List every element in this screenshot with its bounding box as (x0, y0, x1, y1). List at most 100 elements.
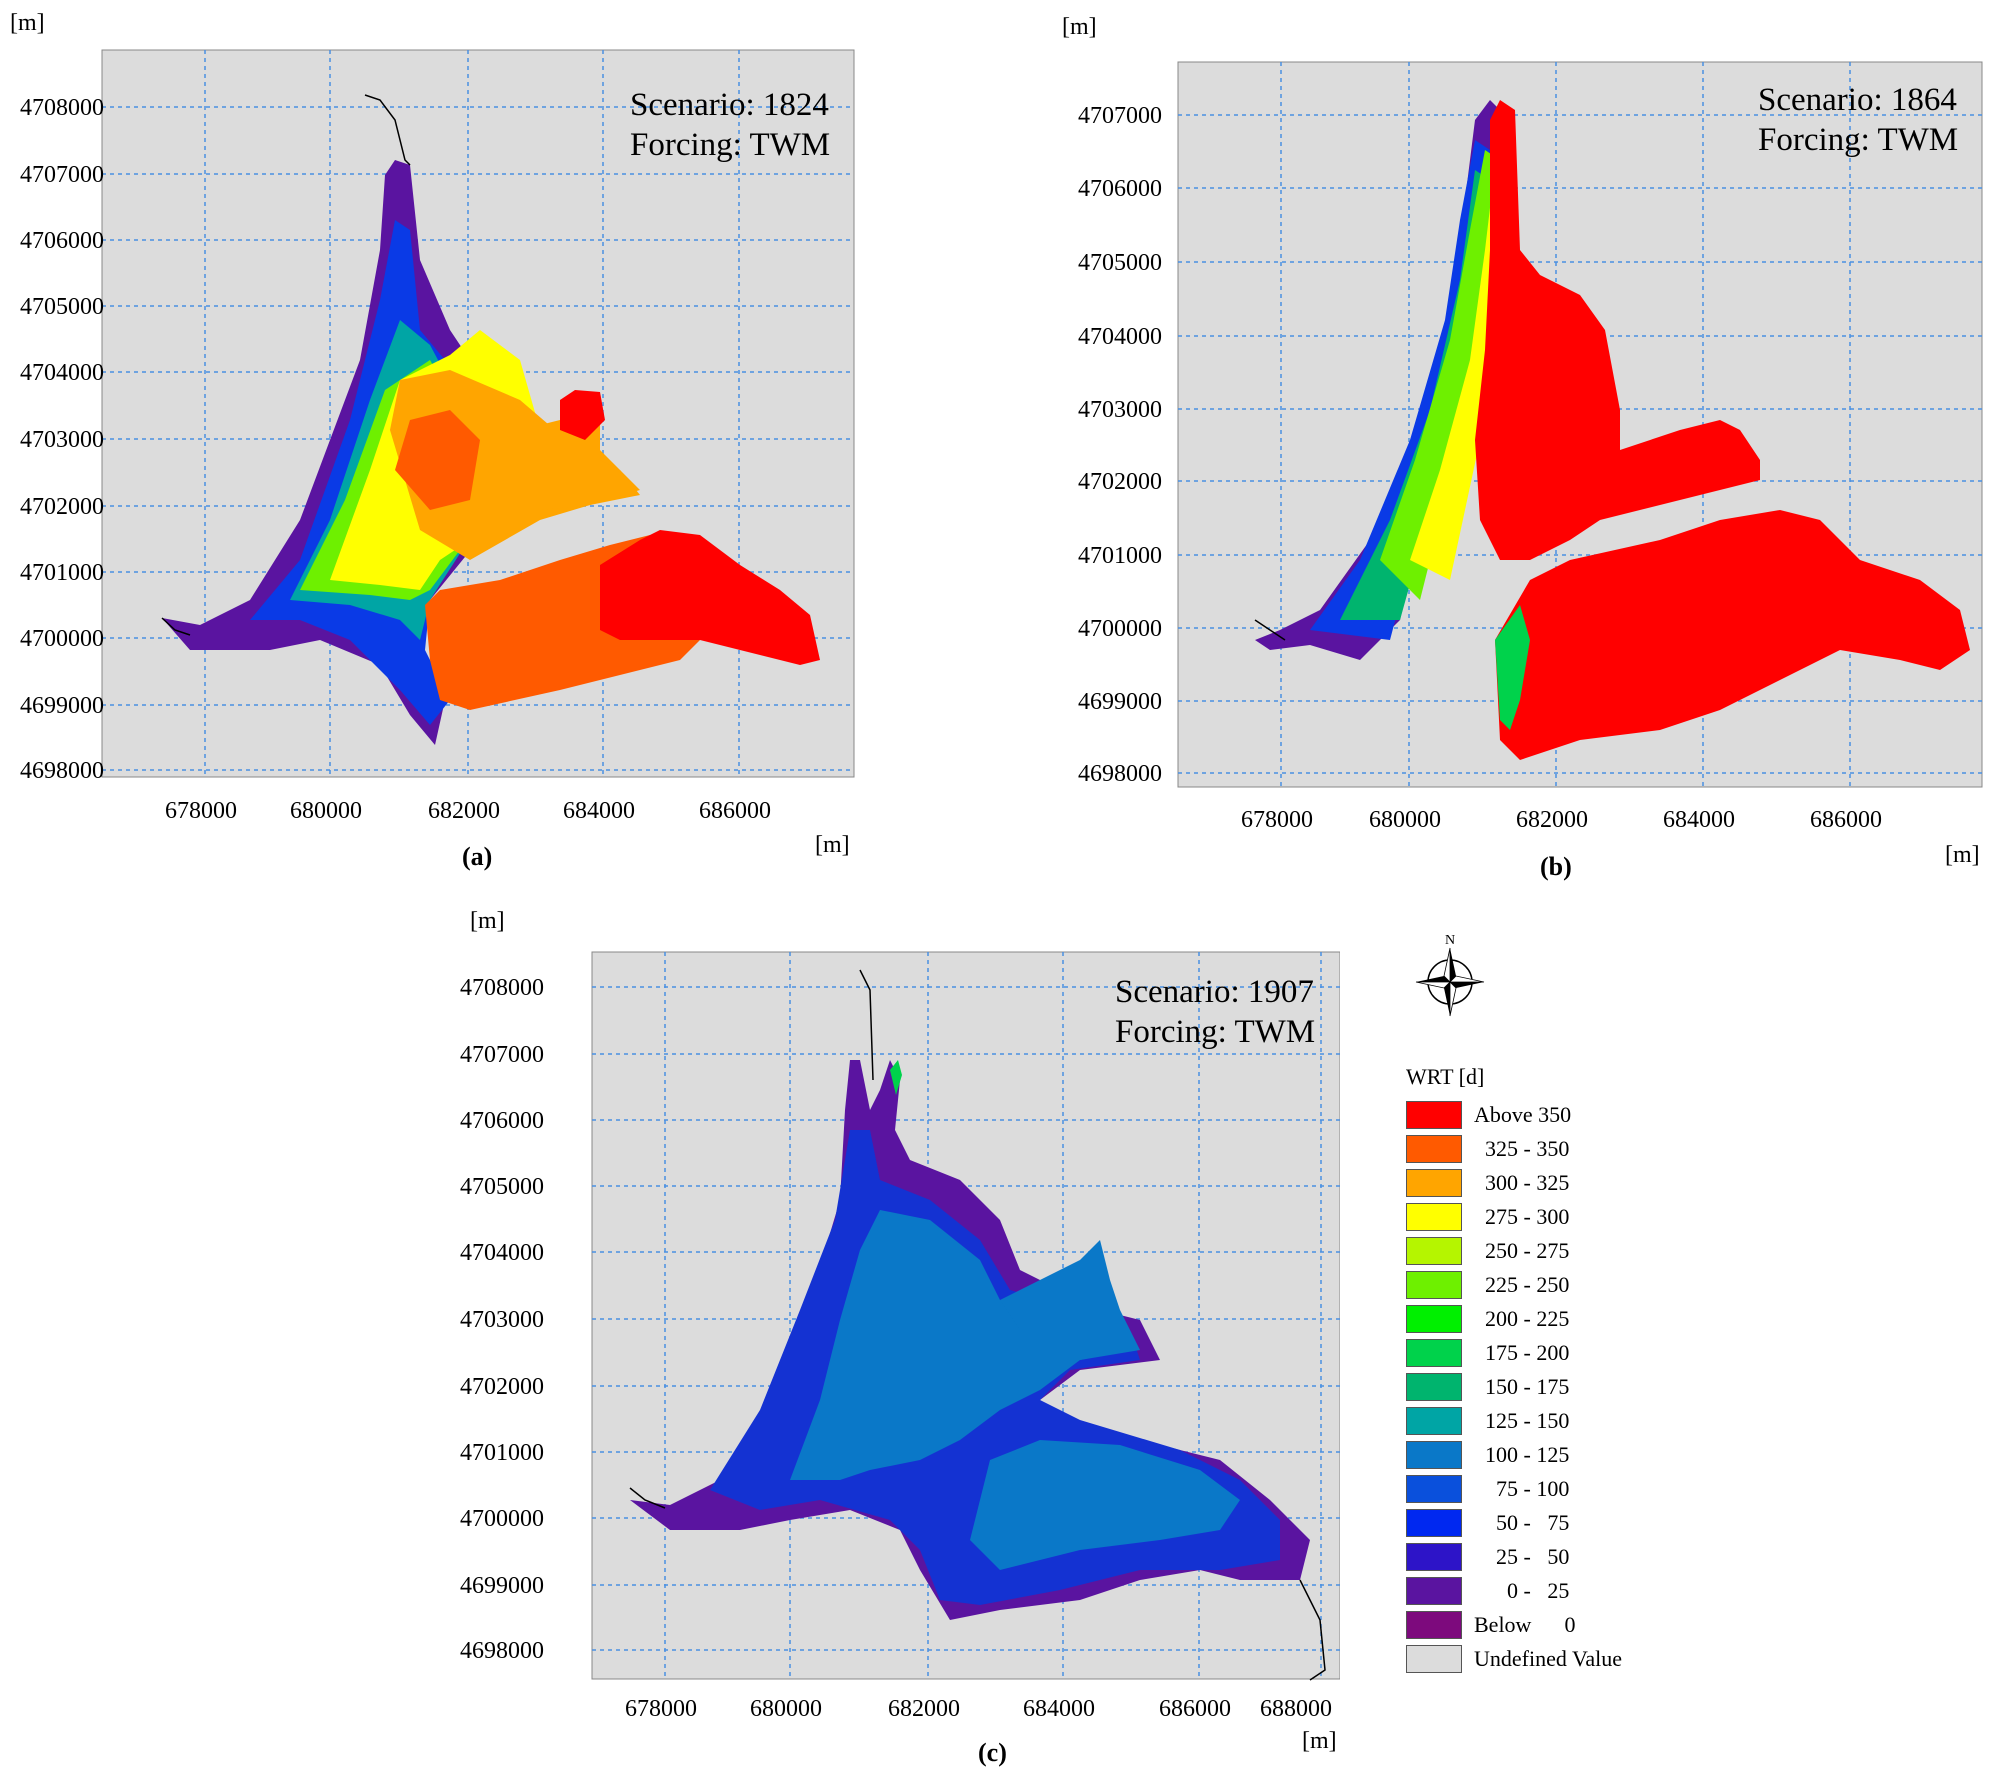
x-axis-unit: [m] (1302, 1728, 1337, 1754)
legend-swatch (1406, 1543, 1462, 1571)
y-tick-label: 4704000 (460, 1240, 544, 1266)
lagoon-north-red (1475, 100, 1760, 560)
y-axis-unit: [m] (10, 10, 45, 36)
forcing-label: Forcing: TWM (1758, 122, 1958, 158)
y-tick-label: 4702000 (1078, 469, 1162, 495)
lagoon-south-green-edge (1495, 605, 1530, 730)
map-panel-c: [m] 4708000 4707000 4706000 4705000 4704… (440, 880, 1993, 1768)
legend-swatch (1406, 1339, 1462, 1367)
y-tick-label: 4700000 (1078, 616, 1162, 642)
legend-label: 200 - 225 (1474, 1306, 1570, 1331)
legend-label: 250 - 275 (1474, 1238, 1570, 1263)
y-tick-label: 4699000 (460, 1573, 544, 1599)
y-tick-label: 4707000 (460, 1042, 544, 1068)
legend-label: 175 - 200 (1474, 1340, 1570, 1365)
legend-label: 0 - 25 (1474, 1578, 1570, 1603)
x-axis-unit: [m] (815, 832, 850, 858)
legend-label: Below 0 (1474, 1612, 1576, 1637)
y-tick-label: 4704000 (20, 360, 104, 386)
map-panel-a: [m] 4708000 4707000 4706000 47050 (0, 0, 1000, 880)
y-tick-label: 4698000 (20, 758, 104, 784)
scenario-label: Scenario: 1824 (630, 87, 829, 123)
y-tick-label: 4699000 (1078, 689, 1162, 715)
map-c-svg: 4708000 4707000 4706000 4705000 4704000 … (460, 951, 1340, 1722)
legend-title: WRT [d] (1406, 1064, 1485, 1089)
legend-swatch (1406, 1203, 1462, 1231)
x-tick-label: 678000 (165, 798, 237, 824)
y-tick-label: 4706000 (20, 228, 104, 254)
coastline (629, 969, 1326, 1681)
legend-label: 25 - 50 (1474, 1544, 1570, 1569)
x-tick-label: 680000 (1369, 807, 1441, 833)
legend-swatch (1406, 1305, 1462, 1333)
coastline (1254, 619, 1286, 641)
y-axis-unit: [m] (470, 908, 505, 934)
map-b-svg: 4707000 4706000 4705000 4704000 4703000 … (1078, 61, 1983, 833)
y-tick-label: 4702000 (460, 1374, 544, 1400)
legend-label: 50 - 75 (1474, 1510, 1570, 1535)
lagoon-zone-275-300 (1410, 140, 1510, 580)
legend-item: 200 - 225 (1406, 1304, 1569, 1334)
legend-swatch (1406, 1645, 1462, 1673)
lagoon-tip-green (890, 1060, 902, 1095)
legend-label: Above 350 (1474, 1102, 1572, 1127)
legend-item: Below 0 (1406, 1610, 1575, 1640)
y-tick-label: 4705000 (1078, 250, 1162, 276)
legend-item: 100 - 125 (1406, 1440, 1569, 1470)
x-tick-label: 684000 (563, 798, 635, 824)
legend-item: 225 - 250 (1406, 1270, 1569, 1300)
legend-item: 325 - 350 (1406, 1134, 1569, 1164)
legend-item: 150 - 175 (1406, 1372, 1569, 1402)
lagoon-zone-100-125-south (970, 1440, 1240, 1570)
lagoon-south-red (1495, 510, 1970, 760)
y-tick-label: 4708000 (20, 95, 104, 121)
legend-swatch (1406, 1373, 1462, 1401)
y-tick-label: 4705000 (460, 1174, 544, 1200)
legend-item: 275 - 300 (1406, 1202, 1569, 1232)
lagoon-north-basin (520, 410, 640, 510)
y-tick-label: 4698000 (460, 1638, 544, 1664)
y-tick-label: 4698000 (1078, 761, 1162, 787)
forcing-label: Forcing: TWM (630, 127, 830, 163)
x-tick-label: 680000 (750, 1696, 822, 1722)
legend-swatch (1406, 1135, 1462, 1163)
panel-label: (a) (462, 842, 493, 871)
y-tick-label: 4705000 (20, 294, 104, 320)
x-tick-label: 680000 (290, 798, 362, 824)
y-tick-label: 4708000 (460, 975, 544, 1001)
legend-label: 125 - 150 (1474, 1408, 1570, 1433)
y-tick-label: 4703000 (460, 1307, 544, 1333)
legend-swatch (1406, 1611, 1462, 1639)
scenario-label: Scenario: 1864 (1758, 82, 1957, 118)
legend-item: 300 - 325 (1406, 1168, 1569, 1198)
legend-item: 0 - 25 (1406, 1576, 1569, 1606)
legend-label: 325 - 350 (1474, 1136, 1570, 1161)
x-tick-label: 686000 (1159, 1696, 1231, 1722)
scenario-label: Scenario: 1907 (1115, 974, 1314, 1010)
legend-label: 100 - 125 (1474, 1442, 1570, 1467)
legend-label: Undefined Value (1474, 1646, 1623, 1671)
compass-north-label: N (1445, 933, 1455, 948)
map-a-svg: 4708000 4707000 4706000 4705000 4704000 … (20, 49, 855, 824)
legend-swatch (1406, 1577, 1462, 1605)
legend-item: 250 - 275 (1406, 1236, 1569, 1266)
map-panel-b: [m] 4707000 4706000 4705000 4704000 4703… (1020, 0, 1993, 881)
lagoon-zone-100-125 (790, 1210, 1130, 1480)
y-tick-label: 4702000 (20, 494, 104, 520)
x-tick-label: 684000 (1023, 1696, 1095, 1722)
lagoon-zone-100-125-north-basin (1000, 1240, 1140, 1360)
x-tick-label: 678000 (625, 1696, 697, 1722)
x-tick-label: 686000 (699, 798, 771, 824)
y-tick-label: 4703000 (20, 427, 104, 453)
legend-item: Above 350 (1406, 1100, 1571, 1130)
legend-label: 75 - 100 (1474, 1476, 1570, 1501)
y-tick-label: 4703000 (1078, 397, 1162, 423)
coastline (161, 94, 411, 636)
x-tick-label: 682000 (428, 798, 500, 824)
legend-item: 125 - 150 (1406, 1406, 1569, 1436)
legend-item: 75 - 100 (1406, 1474, 1569, 1504)
lagoon-zone-200-250 (1380, 150, 1500, 600)
legend-swatch (1406, 1101, 1462, 1129)
y-tick-label: 4706000 (460, 1108, 544, 1134)
panel-label: (c) (978, 1738, 1007, 1767)
